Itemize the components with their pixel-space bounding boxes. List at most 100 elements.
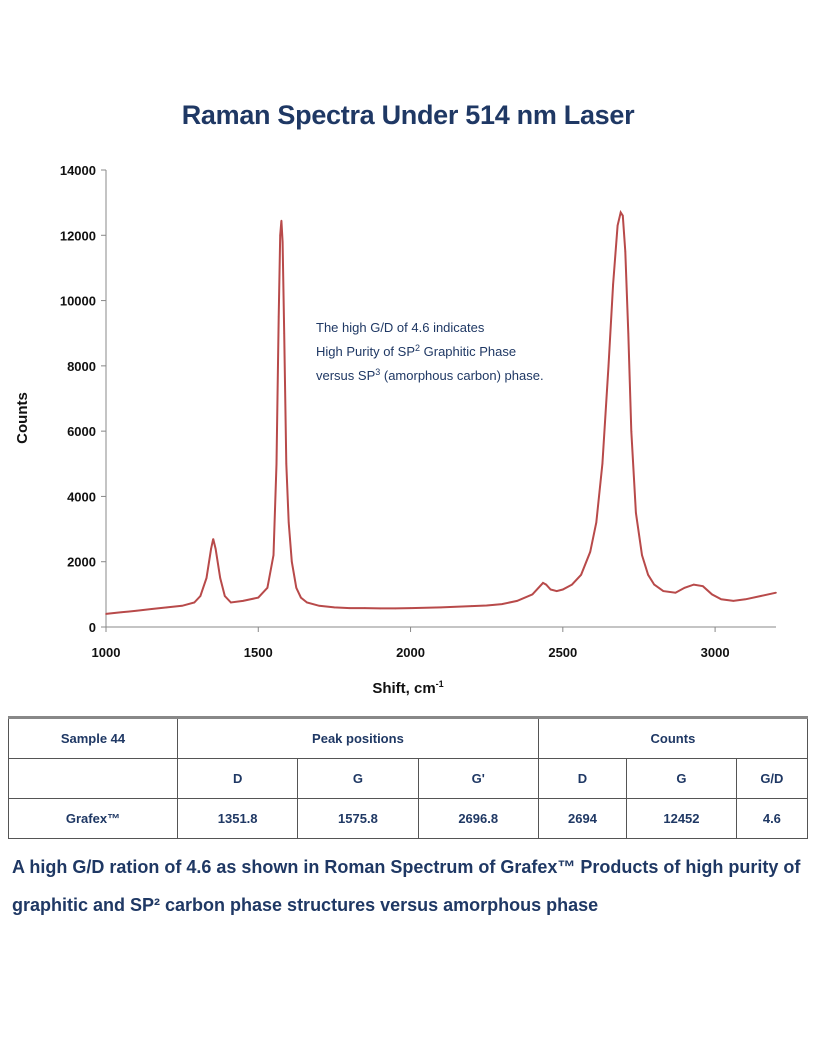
data-point (744, 598, 747, 601)
subheader-d: D (176, 758, 299, 799)
data-point (285, 462, 288, 465)
data-point (281, 241, 284, 243)
data-point (455, 605, 458, 608)
y-tick-label: 0 (89, 620, 96, 635)
data-point (212, 538, 214, 540)
cell-counts-d: 2694 (537, 798, 628, 839)
subheader-g: G (297, 758, 419, 799)
data-point (266, 587, 269, 589)
data-point (485, 604, 488, 607)
annotation-line-1: The high G/D of 4.6 indicates (316, 320, 485, 335)
data-point (219, 577, 222, 579)
x-axis-title: Shift, cm-1 (372, 679, 443, 697)
cell-g-prime: 2696.8 (417, 798, 539, 839)
y-tick-label: 2000 (67, 555, 96, 570)
data-point (683, 587, 686, 589)
data-point (105, 613, 107, 615)
y-tick-label: 14000 (60, 163, 96, 178)
data-point (205, 577, 208, 579)
data-point (166, 606, 168, 609)
data-point (580, 573, 582, 576)
data-point (595, 521, 598, 524)
x-tick-label: 1500 (244, 645, 273, 660)
data-point (630, 430, 633, 432)
data-point (711, 593, 713, 596)
data-point (275, 462, 278, 465)
data-point (280, 219, 283, 222)
data-point (545, 583, 547, 586)
y-ticks: 0 2000 4000 6000 8000 10000 12000 14000 (60, 163, 106, 635)
x-axis: 1000 1500 2000 2500 3000 (92, 626, 776, 660)
data-point (537, 587, 540, 589)
series-points (105, 211, 777, 615)
data-point (306, 601, 308, 604)
data-point (531, 593, 534, 596)
data-point (624, 250, 627, 253)
y-axis: 0 2000 4000 6000 8000 10000 12000 14000 (60, 163, 107, 635)
raman-chart: 0 2000 4000 6000 8000 10000 12000 14000 1000 150… (14, 163, 777, 697)
data-point (181, 604, 183, 607)
y-tick-label: 8000 (67, 359, 96, 374)
data-point (348, 607, 351, 609)
data-point (612, 283, 614, 286)
data-point (653, 583, 655, 586)
data-point (120, 611, 123, 614)
table-subheader-row: D G G' D G G/D (8, 758, 809, 799)
data-point (562, 588, 564, 591)
data-point (394, 607, 397, 610)
y-tick-label: 4000 (67, 489, 96, 504)
data-point (571, 583, 573, 586)
data-point (775, 591, 777, 594)
data-point (720, 598, 722, 601)
data-point (627, 332, 630, 335)
y-tick-label: 12000 (60, 228, 96, 243)
cell-counts-g: 12452 (626, 798, 737, 839)
data-point (607, 365, 610, 367)
data-point (272, 554, 275, 556)
data-point (674, 591, 677, 594)
header-counts: Counts (537, 716, 809, 759)
caption: A high G/D ration of 4.6 as shown in Rom… (12, 857, 801, 915)
data-point (732, 600, 735, 602)
subheader-g-prime: G' (417, 758, 539, 799)
data-point (635, 511, 637, 514)
header-peak-positions: Peak positions (177, 716, 539, 759)
cell-g: 1575.8 (297, 798, 419, 839)
data-point (318, 604, 320, 607)
header-sample: Sample 44 (8, 716, 178, 759)
annotation-line-2: High Purity of SP2 Graphitic Phase (316, 343, 516, 359)
data-point (277, 316, 280, 318)
data-point (662, 590, 665, 592)
data-point (223, 595, 226, 597)
data-point (279, 234, 282, 237)
data-point (702, 585, 704, 587)
y-tick-label: 10000 (60, 294, 96, 309)
data-point (230, 601, 232, 604)
peak-results-table: Sample 44 Peak positions Counts D G G' D… (8, 716, 809, 839)
y-axis-title: Counts (14, 392, 31, 444)
data-point (193, 601, 196, 604)
data-point (440, 606, 442, 609)
x-tick-label: 3000 (701, 645, 730, 660)
series-line (105, 209, 777, 615)
subheader-counts-g: G (626, 758, 737, 799)
data-point (242, 600, 244, 602)
data-point (210, 547, 212, 550)
data-point (283, 332, 285, 335)
data-point (199, 595, 202, 597)
data-point (409, 607, 412, 609)
data-point (379, 607, 381, 610)
data-point (287, 521, 290, 524)
data-point (555, 590, 558, 592)
x-ticks: 1000 1500 2000 2500 3000 (92, 627, 730, 660)
cell-d: 1351.8 (176, 798, 299, 839)
x-tick-label: 2000 (396, 645, 425, 660)
data-point (589, 551, 592, 553)
y-tick-label: 6000 (67, 424, 96, 439)
data-point (549, 588, 552, 591)
data-point (641, 554, 643, 556)
data-point (364, 607, 366, 609)
subheader-counts-d: D (537, 758, 628, 799)
page-title: Raman Spectra Under 514 nm Laser (181, 100, 635, 130)
annotation-line-3: versus SP3 (amorphous carbon) phase. (316, 367, 544, 383)
